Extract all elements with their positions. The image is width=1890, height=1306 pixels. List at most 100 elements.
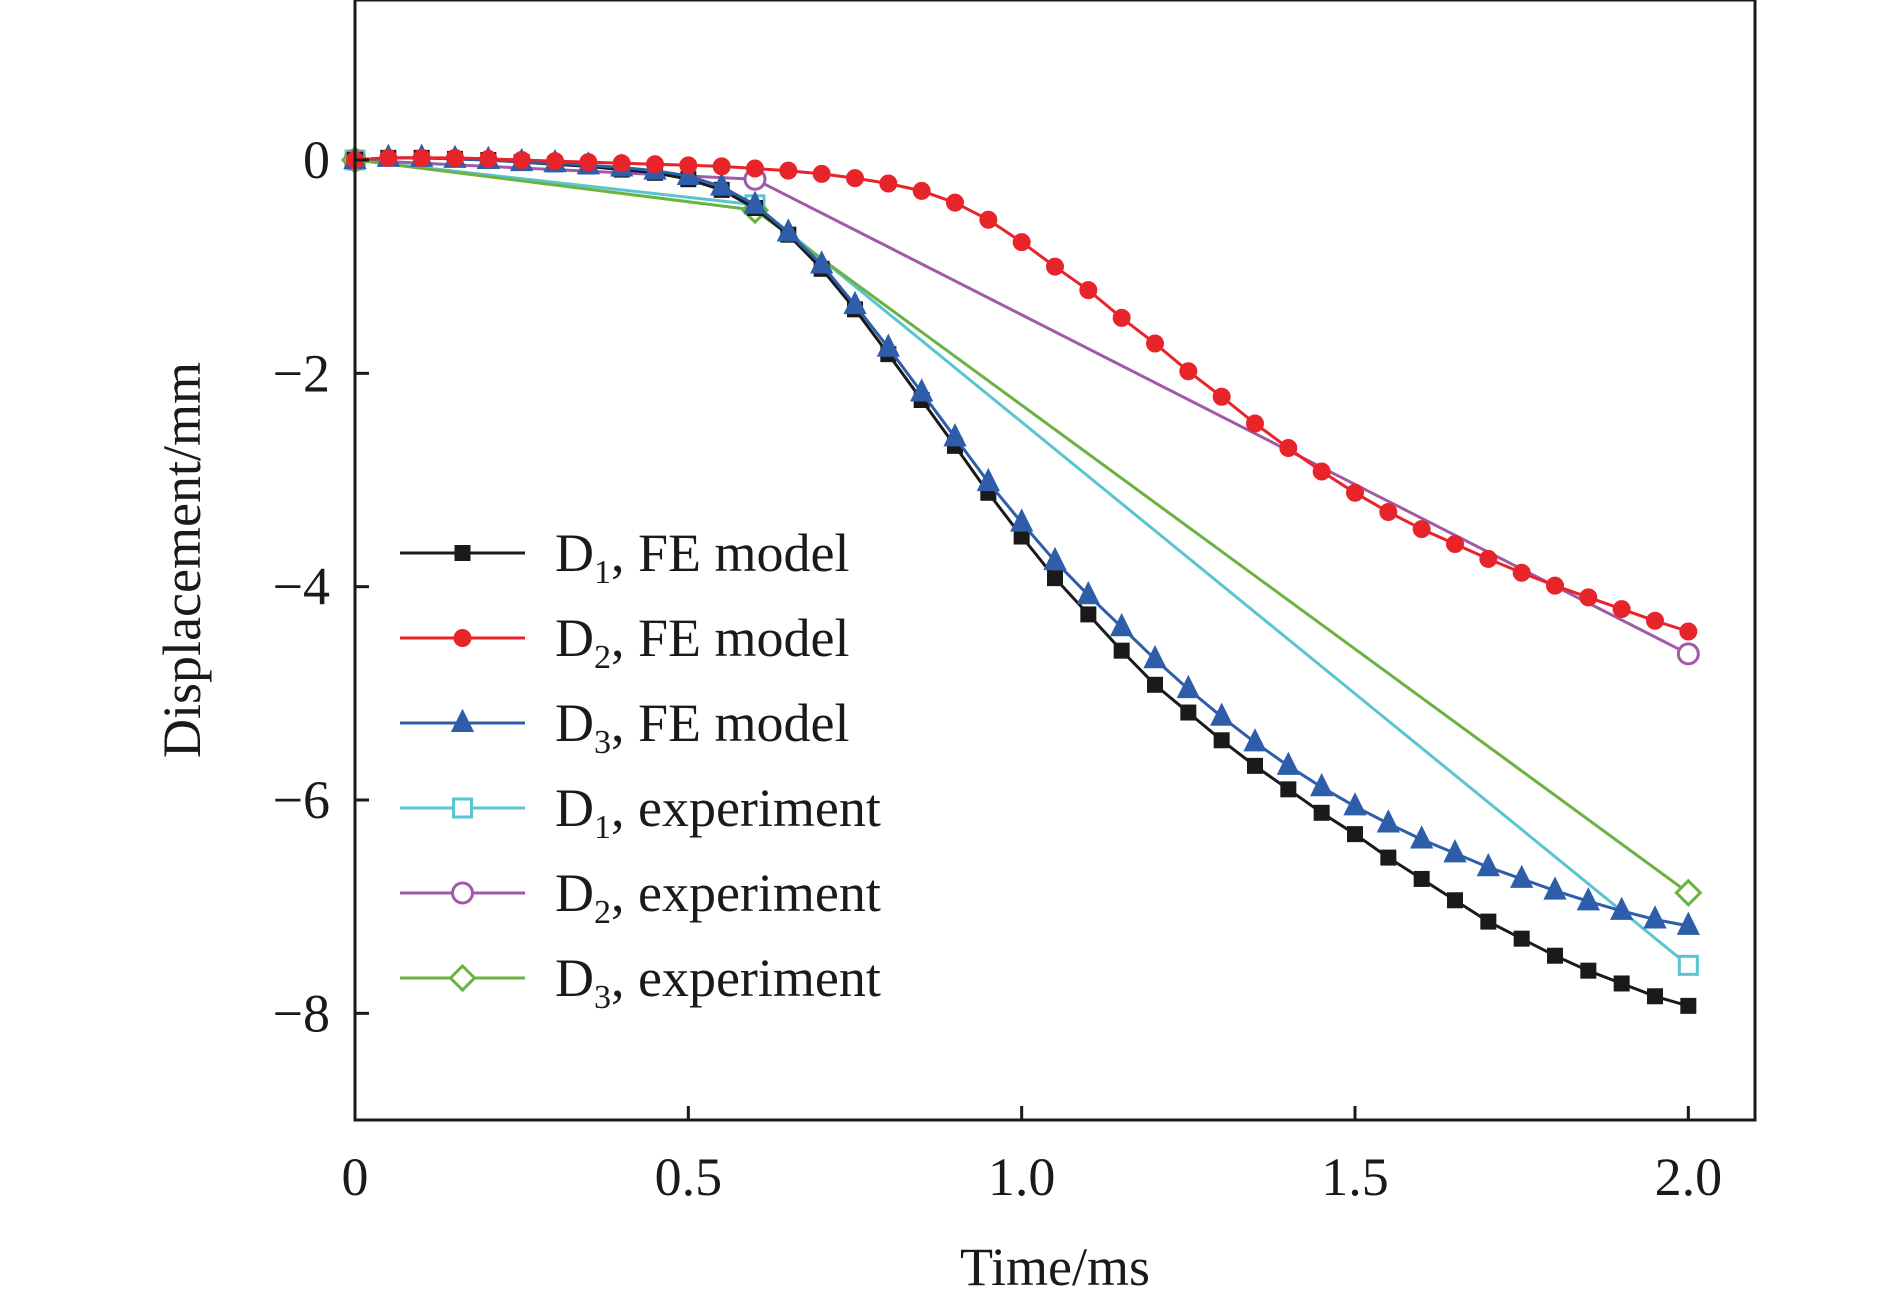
data-point [710, 172, 734, 196]
x-axis-label: Time/ms [960, 1237, 1150, 1297]
data-point [1380, 849, 1397, 866]
x-tick-label: 1.0 [988, 1147, 1056, 1207]
data-point [879, 174, 898, 193]
legend-item: D1, experiment [400, 778, 881, 846]
data-point [1110, 612, 1134, 637]
legend-item: D2, FE model [400, 608, 850, 676]
data-point [1112, 308, 1131, 327]
legend-label-rest: , experiment [611, 863, 881, 923]
data-point [546, 152, 564, 171]
data-point [1080, 606, 1097, 623]
data-point [843, 290, 867, 315]
series-1 [347, 149, 1697, 1014]
series-3 [343, 143, 1700, 935]
data-point [1312, 462, 1331, 481]
data-point [1310, 772, 1334, 797]
data-point [1677, 954, 1699, 976]
data-point [910, 378, 934, 402]
data-point [1113, 642, 1130, 659]
legend-label-subscript: 1 [594, 554, 611, 591]
legend-label-subscript: 1 [594, 809, 611, 846]
legend-label: D3, experiment [555, 948, 881, 1016]
data-point [1179, 362, 1198, 381]
legend-label: D2, FE model [555, 608, 850, 676]
data-point [1143, 644, 1167, 669]
data-point [810, 250, 834, 274]
data-point [1413, 870, 1430, 887]
data-point [579, 153, 598, 172]
data-point [1643, 905, 1667, 929]
data-point [446, 148, 464, 167]
data-point [1547, 947, 1563, 964]
data-point [1079, 281, 1098, 300]
legend-label: D2, experiment [555, 863, 881, 931]
data-point [1247, 757, 1263, 774]
data-point [1647, 988, 1663, 1005]
data-point [1613, 975, 1630, 992]
x-tick-label: 2.0 [1655, 1147, 1723, 1207]
data-point [412, 148, 431, 167]
data-point [912, 181, 931, 200]
data-point [1447, 892, 1463, 909]
legend-marker [448, 963, 477, 993]
data-point [1480, 913, 1497, 930]
data-point [1212, 387, 1231, 406]
x-tick-label: 0.5 [655, 1147, 723, 1207]
data-point [1674, 878, 1703, 907]
data-point [646, 155, 664, 174]
data-point [512, 151, 531, 169]
data-point [1512, 563, 1531, 582]
legend-marker [453, 629, 472, 647]
data-point [1012, 233, 1031, 252]
y-tick-label: −4 [273, 557, 330, 617]
data-point [1047, 570, 1063, 587]
data-point [779, 161, 798, 180]
legend-label-main: D [555, 608, 594, 668]
y-tick-label: −6 [273, 770, 330, 830]
data-point [1180, 704, 1197, 721]
y-axis-label: Displacement/mm [152, 362, 212, 758]
data-point [1010, 508, 1034, 532]
data-point [1513, 930, 1530, 947]
data-point [1543, 876, 1567, 900]
data-point [1676, 911, 1700, 935]
legend-marker [454, 545, 471, 561]
legend-label: D1, FE model [555, 523, 850, 591]
data-point [812, 164, 831, 183]
legend-label-subscript: 3 [594, 724, 611, 761]
y-tick-label: −8 [273, 983, 330, 1043]
ticks-layer: 0 0.5 1.0 1.5 2.0 0 −2 −4 −6 −8 [273, 130, 1723, 1207]
data-point [1476, 852, 1500, 877]
legend-item: D3, FE model [400, 693, 850, 761]
data-point [1346, 483, 1364, 502]
data-point [1246, 414, 1264, 433]
legend-label-subscript: 2 [594, 894, 611, 931]
data-point [1576, 887, 1600, 911]
y-tick-label: −2 [273, 343, 330, 403]
data-point [1580, 962, 1597, 979]
data-point [679, 156, 698, 175]
data-point [1376, 809, 1400, 833]
data-point [1043, 546, 1067, 571]
data-point [1343, 792, 1367, 816]
data-point [479, 149, 498, 168]
legend-label-main: D [555, 693, 594, 753]
legend-label: D1, experiment [555, 778, 881, 846]
legend-label-main: D [555, 778, 594, 838]
data-point [1412, 520, 1431, 539]
data-point [946, 193, 964, 212]
legend-label: D3, FE model [555, 693, 850, 761]
data-point [712, 157, 731, 176]
data-point [1279, 439, 1298, 457]
x-tick-label: 1.5 [1321, 1147, 1389, 1207]
data-point [1176, 674, 1200, 699]
data-point [1443, 839, 1467, 863]
data-point [1612, 600, 1631, 619]
plot-frame [353, 0, 1757, 1122]
data-point [1679, 622, 1698, 641]
legend-label-rest: , FE model [611, 693, 850, 753]
data-point [1243, 728, 1267, 752]
data-point [1579, 588, 1598, 607]
